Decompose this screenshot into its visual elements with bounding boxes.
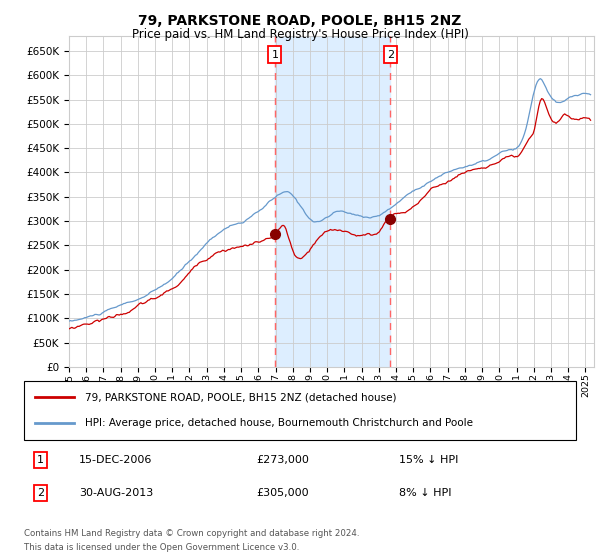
Text: HPI: Average price, detached house, Bournemouth Christchurch and Poole: HPI: Average price, detached house, Bour…: [85, 418, 473, 428]
Text: 2: 2: [386, 50, 394, 59]
Text: 79, PARKSTONE ROAD, POOLE, BH15 2NZ (detached house): 79, PARKSTONE ROAD, POOLE, BH15 2NZ (det…: [85, 392, 396, 402]
Text: Contains HM Land Registry data © Crown copyright and database right 2024.: Contains HM Land Registry data © Crown c…: [24, 529, 359, 538]
Text: 1: 1: [271, 50, 278, 59]
FancyBboxPatch shape: [24, 381, 576, 440]
Text: 1: 1: [37, 455, 44, 465]
Text: This data is licensed under the Open Government Licence v3.0.: This data is licensed under the Open Gov…: [24, 543, 299, 552]
Text: 15-DEC-2006: 15-DEC-2006: [79, 455, 152, 465]
Text: 8% ↓ HPI: 8% ↓ HPI: [400, 488, 452, 498]
Text: 79, PARKSTONE ROAD, POOLE, BH15 2NZ: 79, PARKSTONE ROAD, POOLE, BH15 2NZ: [139, 14, 461, 28]
Text: 15% ↓ HPI: 15% ↓ HPI: [400, 455, 459, 465]
Text: £273,000: £273,000: [256, 455, 309, 465]
Bar: [275, 36, 390, 367]
Text: Price paid vs. HM Land Registry's House Price Index (HPI): Price paid vs. HM Land Registry's House …: [131, 28, 469, 41]
Text: 2: 2: [37, 488, 44, 498]
Text: 30-AUG-2013: 30-AUG-2013: [79, 488, 154, 498]
Text: £305,000: £305,000: [256, 488, 308, 498]
